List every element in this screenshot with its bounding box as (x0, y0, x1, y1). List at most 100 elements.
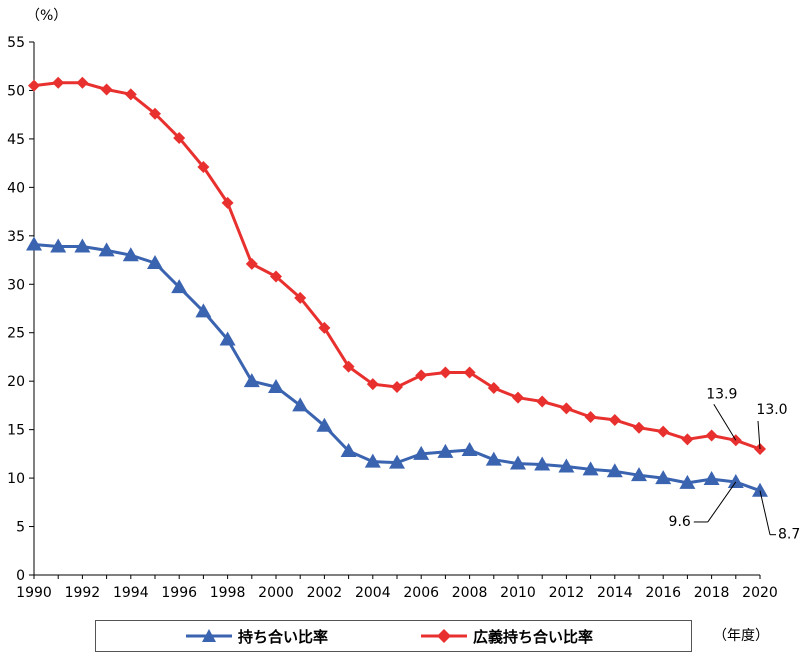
data-point (608, 413, 621, 426)
data-point (147, 254, 163, 269)
data-point (50, 238, 67, 253)
y-unit-label: （%） (26, 8, 67, 24)
annotation-leader (757, 420, 761, 450)
diamond-marker-icon (421, 629, 467, 643)
data-point (100, 83, 113, 96)
x-tick-label: 2006 (403, 585, 439, 601)
data-point (560, 402, 573, 415)
annotation-leader (707, 481, 737, 523)
data-point (705, 429, 718, 442)
x-tick-label: 1994 (113, 585, 149, 601)
data-point (292, 397, 309, 412)
annotation-label: 9.6 (669, 514, 691, 530)
data-point (439, 366, 452, 379)
data-point (391, 380, 403, 393)
y-tick-label: 40 (7, 180, 25, 196)
data-point (582, 461, 599, 476)
data-point (171, 279, 188, 294)
x-unit-label: （年度） (713, 628, 769, 644)
data-point (655, 470, 672, 485)
x-tick-label: 2000 (258, 585, 294, 601)
data-point (316, 417, 333, 432)
annotation-layer: 13.9 13.0 9.6 8.7 (669, 386, 801, 542)
data-point (122, 247, 139, 262)
data-point (584, 411, 597, 424)
annotation-leader (713, 404, 737, 441)
data-point (703, 471, 720, 486)
x-tick-label: 2014 (597, 585, 633, 601)
data-point (219, 331, 236, 346)
y-tick-label: 5 (16, 520, 25, 536)
data-point (195, 303, 212, 318)
axes: 0 5 10 15 20 25 30 35 40 45 50 55 1990 1992 1994 1996 19… (7, 35, 778, 601)
data-point (463, 366, 476, 379)
x-tick-label: 2004 (355, 585, 391, 601)
series-0 (26, 236, 768, 497)
data-point (245, 257, 258, 270)
data-point (657, 425, 670, 438)
y-tick-label: 55 (7, 35, 25, 51)
data-point (633, 421, 645, 434)
data-point (512, 391, 524, 404)
y-tick-label: 15 (7, 423, 25, 439)
data-point (727, 473, 744, 488)
data-point (268, 378, 284, 393)
x-tick-label: 1992 (65, 585, 101, 601)
annotation-label: 13.9 (706, 386, 737, 402)
data-point (340, 442, 357, 457)
annotation-label: 13.0 (756, 402, 787, 418)
data-point (510, 455, 526, 470)
y-tick-label: 30 (7, 277, 25, 293)
data-point (413, 445, 430, 460)
y-tick-label: 10 (7, 471, 25, 487)
x-tick-label: 2012 (549, 585, 585, 601)
data-point (221, 196, 234, 209)
annotation-leader (759, 490, 771, 535)
data-point (76, 76, 89, 89)
data-point (485, 451, 502, 466)
x-tick-label: 2010 (500, 585, 536, 601)
y-tick-label: 0 (16, 568, 25, 584)
data-point (487, 381, 500, 394)
data-point (366, 378, 379, 391)
data-point (197, 161, 210, 174)
data-point (364, 453, 381, 468)
data-point (437, 443, 454, 458)
data-point (318, 321, 331, 334)
x-tick-label: 1998 (210, 585, 246, 601)
legend-item-series-1: 広義持ち合い比率 (421, 621, 593, 651)
line-chart: （%） 0 5 10 15 20 25 30 35 40 45 50 55 1990 1992 1994 19… (7, 8, 801, 601)
series-line (33, 243, 761, 493)
annotation-label: 8.7 (778, 527, 800, 543)
data-point (149, 107, 161, 120)
legend-item-series-0: 持ち合い比率 (186, 621, 328, 651)
y-tick-label: 50 (7, 83, 25, 99)
data-point (631, 467, 647, 482)
data-point (294, 291, 307, 304)
data-point (243, 373, 260, 388)
series-layer (26, 76, 768, 497)
x-tick-label: 2016 (645, 585, 681, 601)
data-point (415, 369, 428, 382)
y-tick-label: 25 (7, 326, 25, 342)
series-1 (28, 76, 766, 456)
data-point (752, 482, 768, 497)
x-tick-label: 2018 (694, 585, 730, 601)
x-tick-label: 1996 (161, 585, 197, 601)
data-point (52, 76, 65, 89)
data-point (536, 395, 549, 408)
legend: 持ち合い比率 広義持ち合い比率 (95, 620, 692, 652)
y-tick-label: 20 (7, 374, 25, 390)
x-tick-label: 1990 (16, 585, 52, 601)
y-tick-label: 35 (7, 229, 25, 245)
legend-label: 持ち合い比率 (238, 627, 329, 646)
data-point (74, 238, 91, 253)
data-point (98, 242, 115, 257)
data-point (534, 456, 551, 471)
triangle-marker-icon (186, 629, 232, 642)
x-tick-label: 2002 (307, 585, 343, 601)
series-line (33, 81, 761, 451)
data-point (558, 458, 575, 473)
data-point (270, 270, 282, 283)
y-tick-label: 45 (7, 132, 25, 148)
